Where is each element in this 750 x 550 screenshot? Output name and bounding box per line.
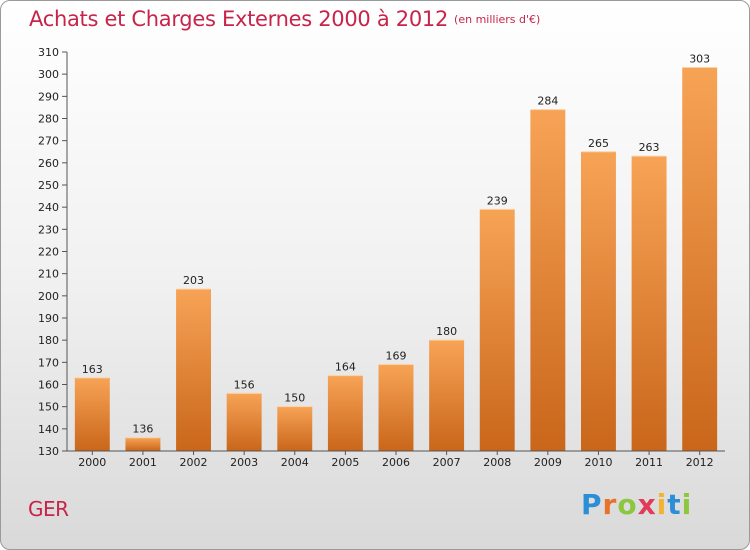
x-tick-label: 2007 (433, 456, 461, 469)
x-tick-label: 2005 (331, 456, 359, 469)
x-tick-label: 2000 (78, 456, 106, 469)
y-tick-label: 180 (38, 334, 59, 347)
chart-unit: (en milliers d'€) (454, 13, 541, 26)
x-tick-label: 2012 (686, 456, 714, 469)
chart-title-text: Achats et Charges Externes 2000 à 2012 (29, 7, 449, 31)
bar-value-label: 136 (132, 423, 153, 436)
bar-2006[interactable] (378, 364, 414, 451)
y-tick-label: 190 (38, 312, 59, 325)
y-tick-label: 130 (38, 445, 59, 458)
y-tick-label: 260 (38, 157, 59, 170)
y-tick-label: 200 (38, 290, 59, 303)
y-tick-label: 210 (38, 268, 59, 281)
bar-2009[interactable] (530, 109, 566, 451)
y-tick-label: 240 (38, 201, 59, 214)
y-tick-label: 170 (38, 356, 59, 369)
y-tick-label: 290 (38, 90, 59, 103)
y-tick-label: 310 (38, 46, 59, 59)
bar-2010[interactable] (580, 151, 616, 451)
bar-2012[interactable] (682, 67, 718, 452)
x-tick-label: 2002 (180, 456, 208, 469)
bar-value-label: 284 (537, 95, 558, 108)
x-axis: 2000 2001 2002 2003 2004 2005 2006 2007 2008 2009… (67, 450, 725, 469)
y-tick-label: 220 (38, 246, 59, 259)
x-tick-label: 2011 (635, 456, 663, 469)
bar-2002[interactable] (176, 289, 212, 451)
bar-value-label: 164 (335, 361, 356, 374)
x-tick-label: 2001 (129, 456, 157, 469)
y-tick-label: 300 (38, 68, 59, 81)
y-tick-label: 150 (38, 401, 59, 414)
x-tick-label: 2004 (281, 456, 309, 469)
bar-value-label: 239 (487, 194, 508, 207)
bar-value-label: 263 (639, 141, 660, 154)
bar-value-label: 303 (689, 53, 710, 66)
bar-value-label: 163 (82, 363, 103, 376)
chart-title: Achats et Charges Externes 2000 à 2012 (e… (29, 7, 540, 31)
bar-2011[interactable] (631, 156, 667, 451)
y-axis: 130 140 150 160 170 180 190 200 210 220 230 240 250 2… (38, 46, 68, 458)
y-tick-label: 250 (38, 179, 59, 192)
y-tick-label: 280 (38, 113, 59, 126)
x-tick-label: 2009 (534, 456, 562, 469)
x-tick-label: 2003 (230, 456, 258, 469)
bars: 163 136 203 156 150 164 169 180 239 284 265 263 303 (74, 53, 718, 452)
bar-value-label: 203 (183, 274, 204, 287)
y-tick-label: 270 (38, 135, 59, 148)
y-tick-label: 140 (38, 423, 59, 436)
bar-value-label: 169 (386, 350, 407, 363)
x-tick-label: 2006 (382, 456, 410, 469)
bar-2004[interactable] (277, 406, 313, 451)
bar-2000[interactable] (74, 377, 110, 451)
y-tick-label: 160 (38, 379, 59, 392)
bar-2001[interactable] (125, 437, 161, 451)
bar-2007[interactable] (429, 340, 465, 451)
bar-2008[interactable] (479, 209, 515, 451)
bar-value-label: 265 (588, 137, 609, 150)
bar-2005[interactable] (327, 375, 363, 451)
bar-value-label: 156 (234, 378, 255, 391)
y-tick-label: 230 (38, 223, 59, 236)
x-tick-label: 2008 (483, 456, 511, 469)
bar-value-label: 150 (284, 392, 305, 405)
place-name: GER (28, 497, 69, 521)
proxiti-logo[interactable]: Proxiti (581, 488, 693, 521)
bar-value-label: 180 (436, 325, 457, 338)
x-tick-label: 2010 (584, 456, 612, 469)
bar-2003[interactable] (226, 393, 262, 451)
